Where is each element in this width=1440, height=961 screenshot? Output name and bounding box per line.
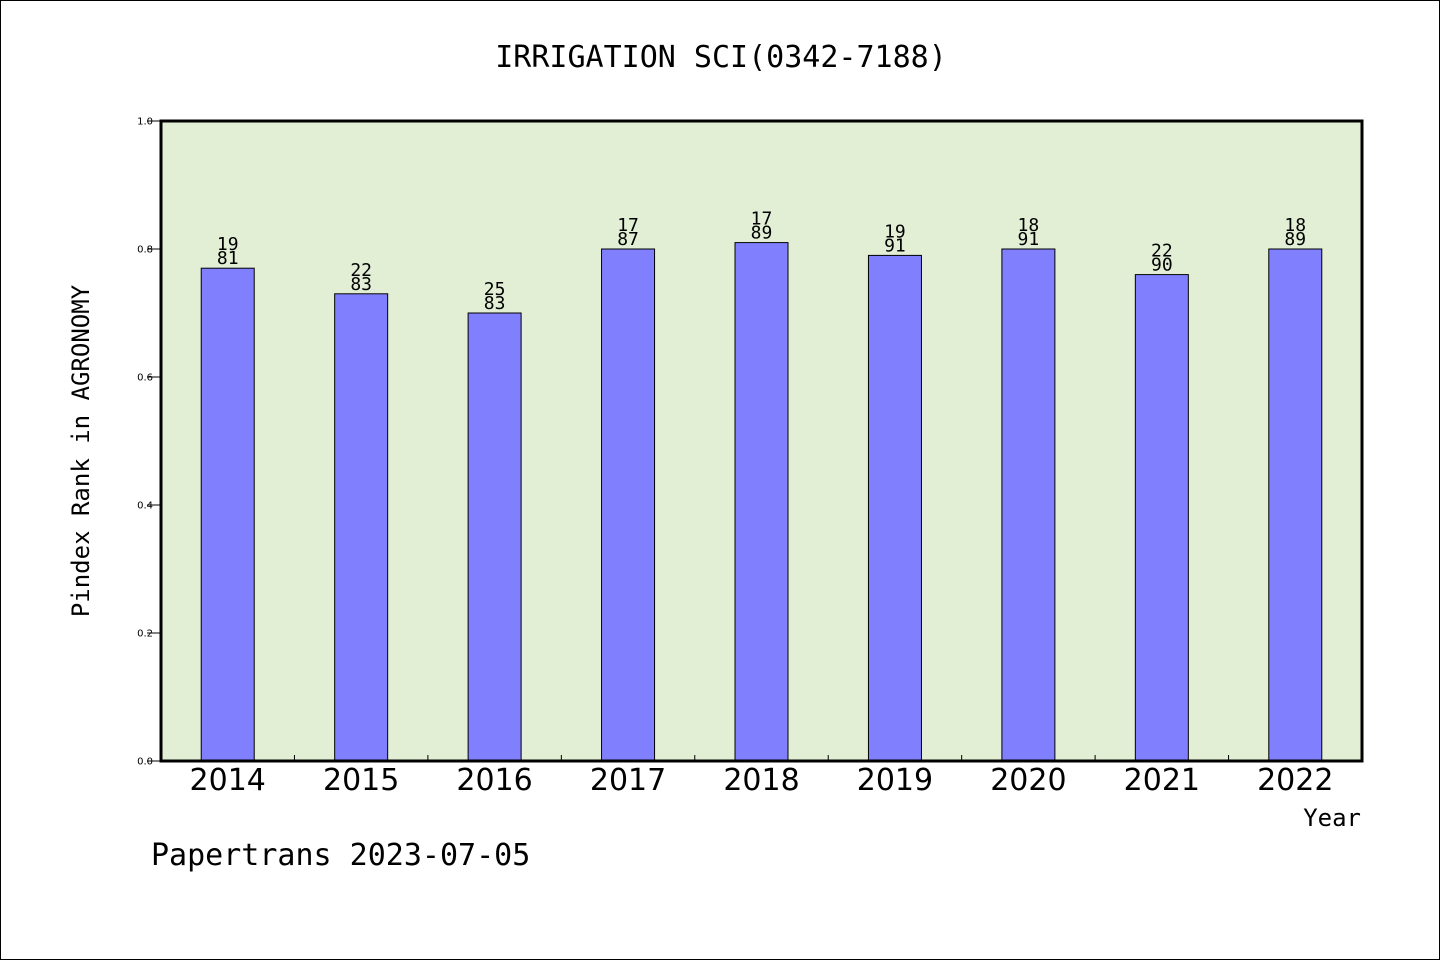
bar — [1001, 248, 1056, 762]
bar — [1268, 248, 1323, 762]
y-tick-label: 0.0 — [137, 757, 153, 768]
bar-value-label: 91 — [884, 235, 906, 256]
bar-value-label: 89 — [1284, 229, 1306, 250]
x-tick-label: 2019 — [857, 763, 933, 798]
bar — [467, 312, 522, 762]
bar-value-label: 22 — [350, 260, 372, 281]
y-axis-label: Pindex Rank in AGRONOMY — [67, 284, 95, 617]
bar-value-label: 91 — [1018, 229, 1040, 250]
x-tick-label: 2021 — [1124, 763, 1200, 798]
x-tick-label: 2018 — [723, 763, 799, 798]
y-tick-label: 0.8 — [137, 245, 153, 256]
bar-value-label: 17 — [617, 215, 639, 236]
bar — [334, 293, 389, 762]
x-tick-label: 2016 — [456, 763, 532, 798]
plot-border — [159, 119, 1364, 763]
x-tick-label: 2015 — [323, 763, 399, 798]
bar-value-label: 90 — [1151, 255, 1173, 276]
bar-value-label: 83 — [484, 293, 506, 314]
bar-value-label: 22 — [1151, 241, 1173, 262]
bar-value-label: 18 — [1018, 215, 1040, 236]
bar-value-label: 89 — [751, 223, 773, 244]
x-axis-label: Year — [1303, 804, 1361, 832]
x-tick-label: 2020 — [990, 763, 1066, 798]
x-tick-label: 2017 — [590, 763, 666, 798]
y-tick-label: 0.4 — [137, 501, 153, 512]
bar-value-label: 19 — [217, 234, 239, 255]
y-tick-label: 0.6 — [137, 373, 153, 384]
bar — [734, 242, 789, 762]
ticks-layer: 2014 2015 2016 2017 2018 2019 2020 2021 2022 0.0 0… — [137, 117, 1333, 799]
x-tick-label: 2022 — [1257, 763, 1333, 798]
bar-value-label: 81 — [217, 248, 239, 269]
x-tick-label: 2014 — [190, 763, 266, 798]
bar-value-label: 87 — [617, 229, 639, 250]
bar — [200, 267, 255, 762]
bar — [601, 248, 656, 762]
bar — [1134, 274, 1189, 762]
bar-value-label: 18 — [1284, 215, 1306, 236]
bar-value-label: 19 — [884, 221, 906, 242]
footer-text: Papertrans 2023-07-05 — [151, 838, 530, 873]
chart-title: IRRIGATION SCI(0342-7188) — [495, 40, 947, 75]
y-tick-label: 1.0 — [137, 117, 153, 128]
bar-value-label: 25 — [484, 279, 506, 300]
bar-value-label: 17 — [751, 209, 773, 230]
y-tick-label: 0.2 — [137, 629, 153, 640]
bar — [867, 254, 922, 762]
bar-value-label: 83 — [350, 274, 372, 295]
